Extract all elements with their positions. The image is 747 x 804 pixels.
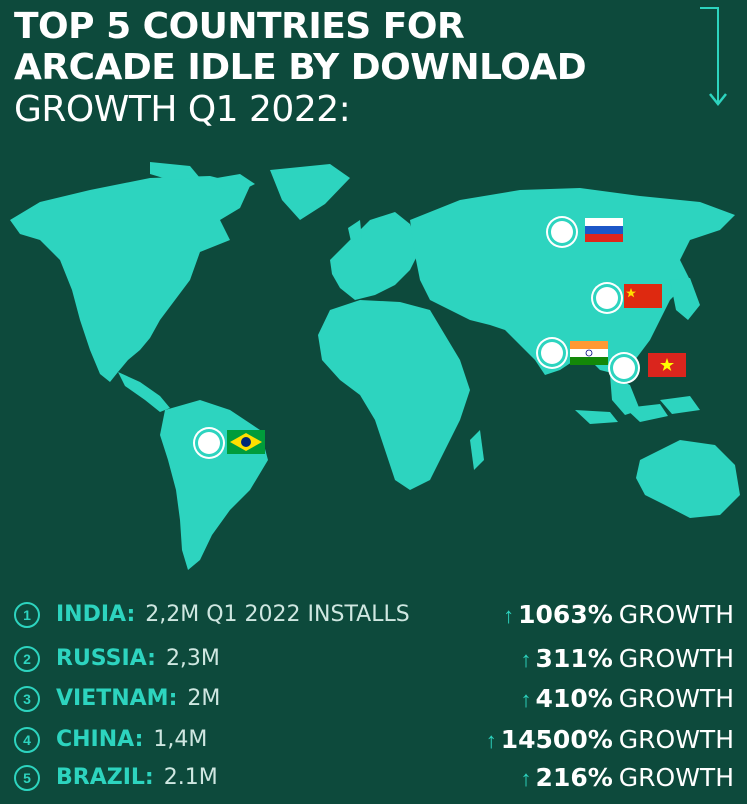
country-label: RUSSIA: <box>56 646 156 671</box>
country-name: INDIA: 2,2M Q1 2022 INSTALLS <box>56 600 410 630</box>
page-title: TOP 5 COUNTRIES FOR ARCADE IDLE BY DOWNL… <box>14 6 587 131</box>
rank-badge: 2 <box>14 646 40 672</box>
rank-badge: 3 <box>14 686 40 712</box>
growth-value: ↑ 1063% GROWTH <box>503 600 734 631</box>
world-map <box>10 162 740 570</box>
ranking-row-vietnam: 3 VIETNAM: 2M ↑ 410% GROWTH <box>14 684 734 720</box>
russia-flag <box>585 218 623 242</box>
country-label: VIETNAM: <box>56 686 178 711</box>
up-arrow-icon: ↑ <box>520 766 532 791</box>
africa-shape <box>318 300 470 490</box>
growth-word: GROWTH <box>618 644 734 673</box>
south-america-shape <box>160 400 268 570</box>
growth-word: GROWTH <box>618 600 734 629</box>
title-line-3: GROWTH Q1 2022: <box>14 89 351 130</box>
up-arrow-icon: ↑ <box>520 687 532 712</box>
growth-word: GROWTH <box>618 684 734 713</box>
rank-badge: 4 <box>14 727 40 753</box>
ranking-row-india: 1 INDIA: 2,2M Q1 2022 INSTALLS ↑ 1063% GROW… <box>14 600 734 636</box>
installs-value: 2,3M <box>165 646 220 671</box>
country-name: RUSSIA: 2,3M <box>56 644 220 674</box>
country-name: BRAZIL: 2.1M <box>56 763 218 793</box>
rank-badge: 5 <box>14 765 40 791</box>
map-pin-vietnam <box>613 357 635 379</box>
growth-value: ↑ 410% GROWTH <box>521 684 734 715</box>
europe-shape <box>330 212 420 300</box>
country-label: BRAZIL: <box>56 765 154 790</box>
ranking-row-china: 4 CHINA: 1,4M ↑ 14500% GROWTH <box>14 725 734 761</box>
australia-shape <box>636 440 740 518</box>
brazil-flag <box>227 430 265 454</box>
country-name: VIETNAM: 2M <box>56 684 220 714</box>
rank-badge: 1 <box>14 602 40 628</box>
up-arrow-icon: ↑ <box>503 603 515 628</box>
growth-percent: 216% <box>535 763 613 792</box>
growth-percent: 1063% <box>518 600 613 629</box>
ranking-row-russia: 2 RUSSIA: 2,3M ↑ 311% GROWTH <box>14 644 734 680</box>
growth-value: ↑ 14500% GROWTH <box>486 725 734 756</box>
growth-value: ↑ 311% GROWTH <box>521 644 734 675</box>
growth-value: ↑ 216% GROWTH <box>521 763 734 794</box>
china-flag <box>624 284 662 308</box>
country-label: INDIA: <box>56 602 136 627</box>
growth-word: GROWTH <box>618 763 734 792</box>
title-line-1: TOP 5 COUNTRIES FOR <box>14 6 465 47</box>
title-line-2: ARCADE IDLE BY DOWNLOAD <box>14 47 587 88</box>
map-pin-brazil <box>198 432 220 454</box>
installs-value: 2M <box>187 686 221 711</box>
country-name: CHINA: 1,4M <box>56 725 207 755</box>
growth-percent: 14500% <box>500 725 613 754</box>
installs-value: 2.1M <box>163 765 218 790</box>
vietnam-flag <box>648 353 686 377</box>
country-label: CHINA: <box>56 727 144 752</box>
growth-word: GROWTH <box>618 725 734 754</box>
north-america-shape <box>10 176 250 382</box>
up-arrow-icon: ↑ <box>485 728 497 753</box>
map-pin-russia <box>551 221 573 243</box>
map-pin-china <box>596 287 618 309</box>
india-flag <box>570 341 608 365</box>
up-arrow-icon: ↑ <box>520 647 532 672</box>
ranking-row-brazil: 5 BRAZIL: 2.1M ↑ 216% GROWTH <box>14 763 734 799</box>
map-pin-india <box>541 342 563 364</box>
corner-arrow-icon <box>700 7 727 107</box>
greenland-shape <box>270 164 350 220</box>
growth-percent: 311% <box>535 644 613 673</box>
growth-percent: 410% <box>535 684 613 713</box>
installs-value: 2,2M Q1 2022 INSTALLS <box>145 602 410 627</box>
asia-shape <box>410 188 735 375</box>
installs-value: 1,4M <box>153 727 208 752</box>
